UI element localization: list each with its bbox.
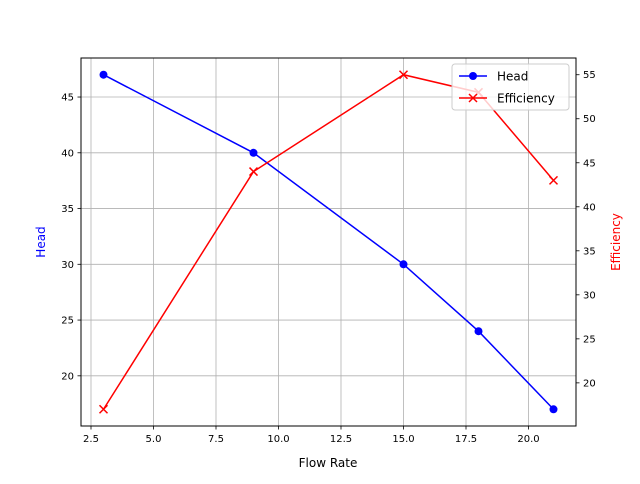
y-axis-left-label: Head [34,226,48,257]
grid-lines [81,58,576,426]
x-axis-label: Flow Rate [299,456,358,470]
y-tick-label: 25 [61,316,74,327]
y2-tick-label: 35 [583,246,596,257]
data-point [248,167,259,177]
x-tick-label: 5.0 [146,434,162,445]
x-tick-label: 17.5 [455,434,477,445]
series-layer [98,70,559,414]
y2-tick-label: 25 [583,334,596,345]
y2-tick-label: 20 [583,378,596,389]
data-point [398,70,409,80]
y-tick-label: 20 [61,371,74,382]
y-axis-right-ticks: 20 25 30 35 40 45 50 55 [576,70,596,389]
series-head [99,70,558,414]
y-tick-label: 30 [61,260,74,271]
x-tick-label: 7.5 [208,434,224,445]
data-point [249,148,258,157]
data-point [549,405,558,414]
data-point [98,404,109,414]
legend: Head Efficiency [451,63,570,111]
y-tick-label: 35 [61,204,74,215]
x-tick-label: 10.0 [267,434,289,445]
y-tick-label: 45 [61,93,74,104]
x-tick-label: 12.5 [330,434,352,445]
x-marker-icon [468,93,478,103]
y2-tick-label: 30 [583,290,596,301]
y2-tick-label: 50 [583,114,596,125]
y-axis-left-ticks: 20 25 30 35 40 45 [61,93,81,382]
data-point [99,70,108,79]
circle-marker-icon [469,72,477,80]
y2-tick-label: 55 [583,70,596,81]
y-tick-label: 40 [61,148,74,159]
x-tick-label: 20.0 [517,434,539,445]
data-point [474,327,483,336]
plot-area-frame [80,57,577,427]
legend-item-head: Head [459,70,528,84]
data-point [548,175,559,185]
x-axis-ticks: 2.5 5.0 7.5 10.0 12.5 15.0 17.5 20.0 [83,426,540,445]
y-axis-right-label: Efficiency [609,213,623,271]
x-tick-label: 15.0 [392,434,414,445]
x-tick-label: 2.5 [83,434,99,445]
y2-tick-label: 40 [583,202,596,213]
legend-label-efficiency: Efficiency [497,92,555,106]
legend-label-head: Head [497,70,528,84]
y2-tick-label: 45 [583,158,596,169]
legend-item-efficiency: Efficiency [459,92,555,106]
data-point [399,260,408,269]
